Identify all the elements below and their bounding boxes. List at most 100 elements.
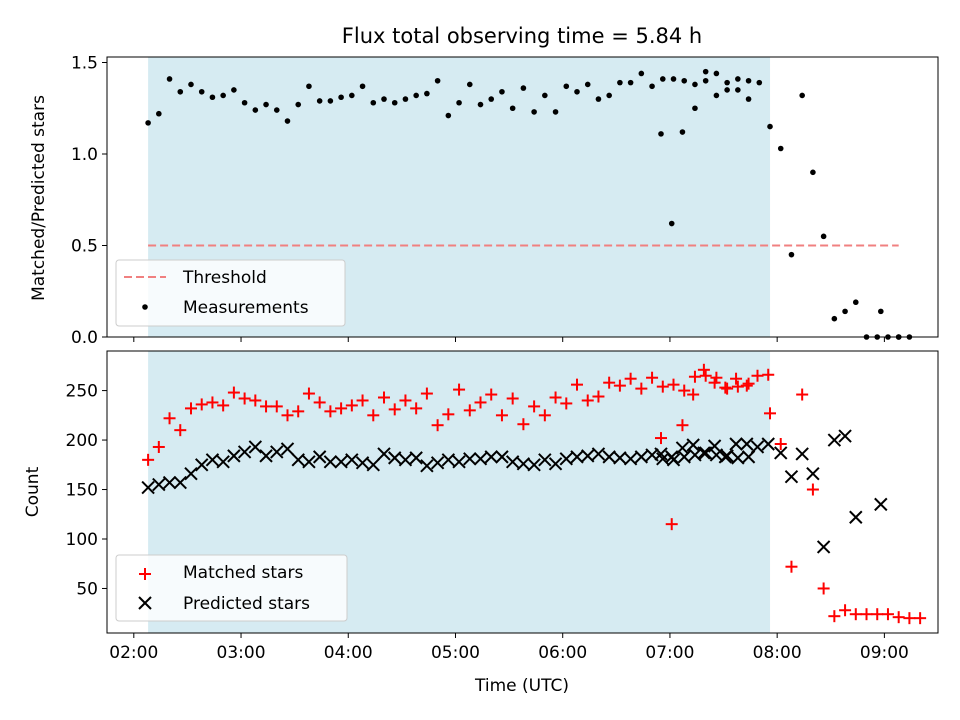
- data-point: [499, 88, 505, 95]
- data-point: [852, 299, 859, 306]
- data-point: [692, 81, 698, 88]
- data-point: [745, 77, 752, 84]
- ratio-y-ticks: 0.0 0.5 1.0 1.5: [71, 53, 107, 348]
- data-point: [338, 94, 344, 101]
- data-point: [679, 129, 686, 135]
- data-point: [388, 403, 401, 416]
- data-point: [670, 76, 677, 82]
- x-tick-label: 02:00: [109, 643, 158, 663]
- data-point: [280, 442, 295, 456]
- data-point: [238, 392, 251, 405]
- data-point: [205, 453, 220, 467]
- data-point: [571, 378, 584, 391]
- data-point: [692, 105, 698, 112]
- data-point: [531, 109, 537, 115]
- data-point: [260, 400, 273, 413]
- data-point: [463, 452, 477, 466]
- data-point: [381, 96, 387, 102]
- data-point: [466, 81, 473, 88]
- data-point: [784, 469, 799, 484]
- data-point: [914, 612, 927, 625]
- data-point: [473, 452, 488, 466]
- data-point: [718, 450, 733, 464]
- y-tick-label: 0.5: [71, 236, 98, 256]
- data-point: [878, 308, 884, 315]
- data-point: [316, 98, 323, 104]
- data-point: [198, 88, 205, 95]
- data-point: [377, 447, 391, 461]
- data-point: [378, 391, 390, 404]
- y-tick-label: 150: [66, 481, 98, 501]
- data-point: [145, 120, 151, 126]
- data-point: [713, 70, 720, 77]
- data-point: [345, 399, 358, 412]
- data-point: [799, 92, 805, 99]
- data-point: [327, 98, 334, 104]
- data-point: [431, 419, 444, 432]
- data-point: [485, 388, 498, 401]
- data-point: [687, 388, 700, 401]
- data-point: [367, 409, 380, 422]
- data-point: [820, 233, 827, 240]
- data-point: [570, 450, 584, 464]
- data-point: [152, 477, 166, 492]
- data-point: [281, 409, 294, 422]
- data-point: [592, 390, 605, 403]
- data-point: [488, 96, 495, 102]
- x-tick-label: 08:00: [753, 643, 802, 663]
- data-point: [581, 394, 594, 407]
- data-point: [420, 387, 433, 400]
- data-point: [249, 394, 262, 407]
- data-point: [542, 92, 548, 99]
- data-point: [206, 396, 219, 409]
- data-point: [827, 433, 842, 447]
- data-point: [248, 440, 263, 454]
- data-point: [517, 418, 530, 431]
- data-point: [635, 382, 648, 395]
- data-point: [410, 402, 423, 415]
- y-tick-label: 200: [66, 431, 98, 451]
- data-point: [697, 363, 710, 376]
- legend-predicted-label: Predicted stars: [183, 594, 310, 614]
- data-point: [745, 96, 752, 102]
- data-point: [756, 79, 763, 86]
- data-point: [702, 77, 709, 84]
- measurements-series: [145, 68, 913, 340]
- data-point: [195, 458, 209, 472]
- data-point: [796, 388, 809, 401]
- data-point: [424, 90, 430, 97]
- data-point: [591, 447, 606, 461]
- data-point: [563, 83, 570, 90]
- data-point: [463, 404, 476, 417]
- data-point: [735, 76, 741, 82]
- data-point: [707, 439, 722, 453]
- data-point: [252, 107, 259, 113]
- data-point: [302, 455, 316, 469]
- data-point: [291, 453, 305, 467]
- x-tick-label: 06:00: [538, 643, 587, 663]
- ratio-panel: 0.0 0.5 1.0 1.5 Flux total observing time =…: [29, 24, 939, 348]
- data-point: [177, 88, 184, 95]
- data-point: [654, 447, 668, 461]
- data-point: [699, 369, 712, 382]
- data-point: [681, 77, 688, 84]
- data-point: [302, 387, 315, 400]
- data-point: [452, 455, 466, 469]
- data-point: [345, 453, 359, 467]
- data-point: [528, 400, 541, 413]
- data-point: [505, 455, 520, 469]
- data-point: [764, 407, 777, 420]
- data-point: [495, 409, 508, 422]
- data-point: [874, 497, 888, 512]
- data-point: [355, 456, 370, 470]
- data-point: [453, 383, 466, 396]
- data-point: [442, 408, 455, 421]
- data-point: [788, 251, 795, 258]
- data-point: [402, 96, 409, 102]
- data-point: [441, 453, 456, 467]
- data-point: [538, 409, 551, 422]
- data-point: [324, 405, 337, 418]
- count-y-axis-label: Count: [23, 466, 43, 517]
- data-point: [806, 466, 820, 481]
